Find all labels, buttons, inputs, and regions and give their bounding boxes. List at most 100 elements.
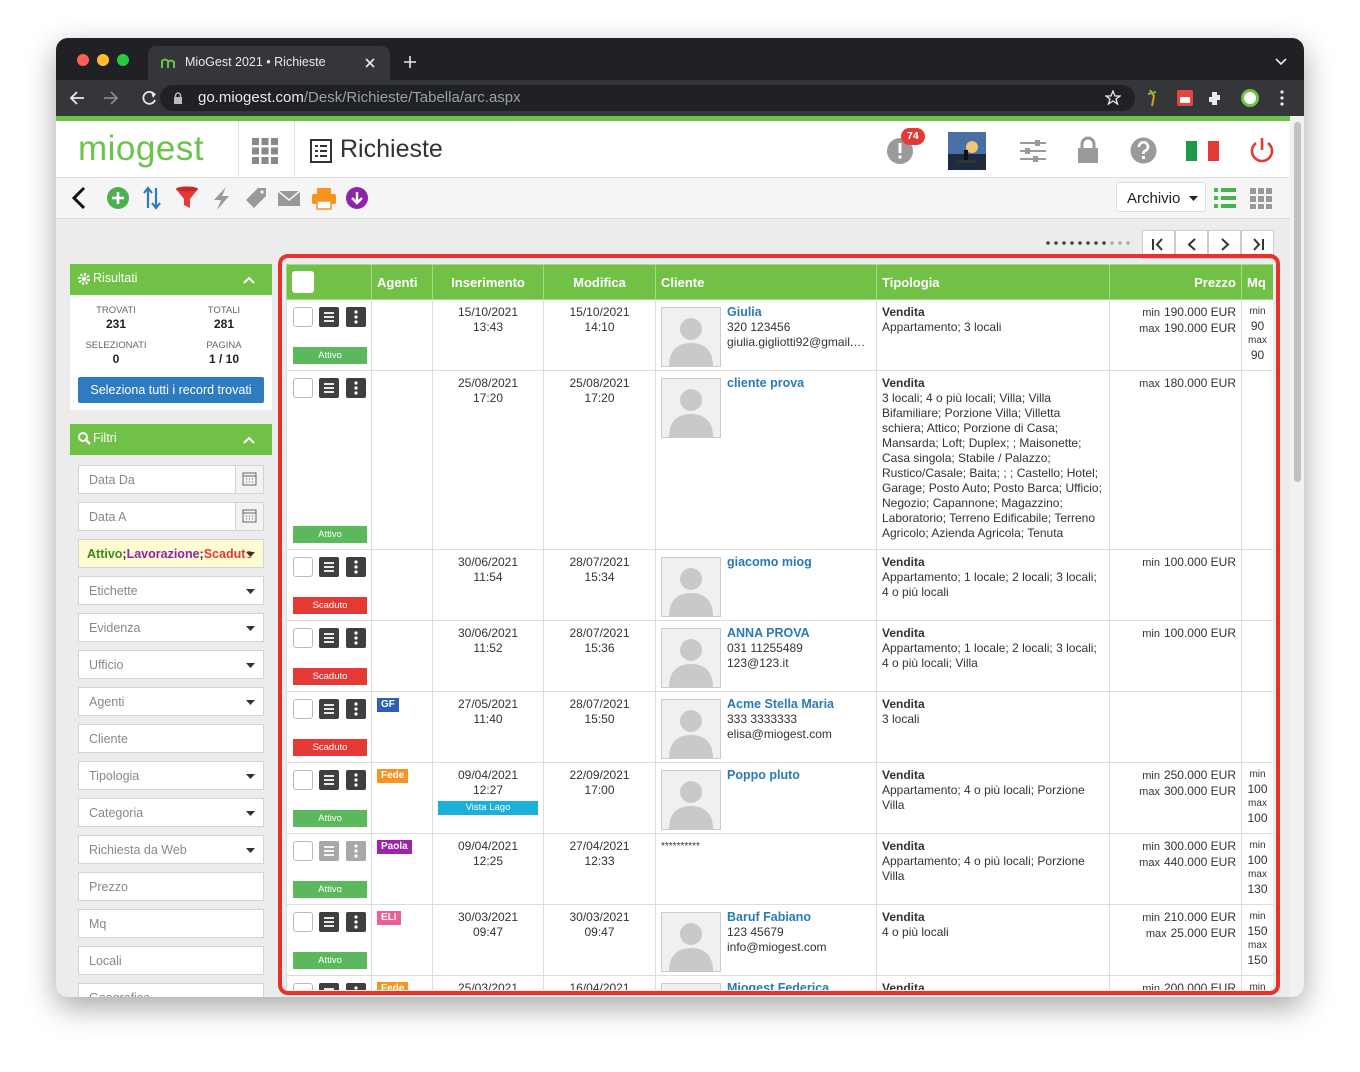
time: 11:52 [473, 641, 503, 655]
details-button[interactable] [319, 307, 339, 327]
collapse-icon [243, 276, 255, 284]
logo[interactable]: miogest [78, 129, 205, 168]
details-button[interactable] [319, 699, 339, 719]
filter-field[interactable]: Cliente [78, 724, 264, 753]
user-avatar[interactable] [948, 132, 986, 170]
menu-button[interactable] [346, 912, 366, 932]
scroll-thumb[interactable] [1294, 122, 1301, 482]
client-photo [661, 770, 721, 830]
url-field[interactable]: go.miogest.com/Desk/Richieste/Tabella/ar… [160, 85, 1135, 111]
logout-icon[interactable] [1249, 137, 1275, 163]
apps-icon[interactable] [252, 138, 278, 164]
details-button-svg [324, 562, 334, 572]
select-all-checkbox[interactable] [292, 271, 314, 293]
price-line: min 190.000 EUR [1115, 305, 1236, 321]
client-photo [661, 912, 721, 972]
filter-field[interactable]: Tipologia [78, 761, 264, 790]
row-checkbox[interactable] [293, 307, 313, 327]
filter-field[interactable]: Data Da [78, 465, 264, 494]
details-button[interactable] [319, 770, 339, 790]
filter-field[interactable]: Evidenza [78, 613, 264, 642]
row-checkbox[interactable] [293, 699, 313, 719]
mq-cell [1241, 370, 1273, 550]
client-name[interactable]: Giulia [727, 305, 762, 319]
menu-button[interactable] [346, 557, 366, 577]
filter-field[interactable]: Mq [78, 909, 264, 938]
caret-svg [246, 589, 255, 594]
row-checkbox[interactable] [293, 841, 313, 861]
filter-field[interactable]: Categoria [78, 798, 264, 827]
row-checkbox[interactable] [293, 378, 313, 398]
extensions[interactable] [1144, 88, 1294, 108]
mq-value: 100 [1247, 811, 1268, 825]
filter-field[interactable]: Geografica [78, 983, 264, 997]
lock-button[interactable] [1077, 136, 1099, 164]
tab-close[interactable] [364, 57, 376, 69]
select-all-button[interactable]: Seleziona tutti i record trovati [78, 377, 264, 403]
filter-field[interactable]: Agenti [78, 687, 264, 716]
client-name[interactable]: Baruf Fabiano [727, 910, 812, 924]
details-button-svg [324, 383, 334, 393]
caret [246, 700, 255, 705]
details-button[interactable] [319, 841, 339, 861]
tab[interactable]: MioGest 2021 • Richieste [148, 46, 390, 80]
menu-button[interactable] [346, 699, 366, 719]
menu-button[interactable] [346, 378, 366, 398]
client-name[interactable]: Acme Stella Maria [727, 697, 834, 711]
filter-field[interactable]: Data A [78, 502, 264, 531]
row-checkbox[interactable] [293, 770, 313, 790]
row-checkbox[interactable] [293, 983, 313, 990]
filter-field[interactable]: Prezzo [78, 872, 264, 901]
price-value: 300.000 EUR [1163, 839, 1236, 853]
actions-cell: Scaduto [286, 691, 372, 763]
help-icon[interactable] [1130, 137, 1157, 164]
client-name[interactable]: giacomo miog [727, 555, 812, 569]
filter-field[interactable]: Locali [78, 946, 264, 975]
requests-table: Agenti Inserimento Modifica Cliente Tipologi… [286, 264, 1273, 990]
filter-field[interactable]: Etichette [78, 576, 264, 605]
bookmark-star[interactable] [1105, 90, 1121, 106]
row-checkbox[interactable] [293, 557, 313, 577]
new-tab[interactable] [403, 55, 417, 69]
type-cell: Vendita 3 locali [876, 691, 1110, 763]
details-button[interactable] [319, 628, 339, 648]
client-name[interactable]: Poppo pluto [727, 768, 800, 782]
toolbar-actions[interactable] [66, 184, 386, 212]
nav-buttons[interactable] [68, 89, 168, 107]
filters-header[interactable]: Filtri [70, 424, 272, 455]
client-name[interactable]: Miogest Federica [727, 981, 830, 990]
filter-field[interactable]: Ufficio [78, 650, 264, 679]
details-button[interactable] [319, 912, 339, 932]
filter-field[interactable]: Attivo;Lavorazione;Scaduto [78, 539, 264, 568]
window-controls [77, 54, 129, 66]
details-button[interactable] [319, 378, 339, 398]
column-header: Prezzo [1109, 264, 1242, 300]
client-cell: giacomo miog [655, 549, 877, 621]
price-bound: min [1142, 983, 1160, 990]
row-checkbox[interactable] [293, 912, 313, 932]
results-header[interactable]: Risultati [70, 264, 272, 295]
scrollbar[interactable] [1290, 116, 1304, 997]
menu-button[interactable] [346, 841, 366, 861]
client-photo-svg [661, 983, 721, 990]
tab-menu[interactable] [1275, 58, 1287, 66]
menu-button[interactable] [346, 628, 366, 648]
row-checkbox[interactable] [293, 628, 313, 648]
menu-button[interactable] [346, 307, 366, 327]
details-button[interactable] [319, 983, 339, 990]
language-flag[interactable] [1186, 141, 1219, 161]
details-button[interactable] [319, 557, 339, 577]
menu-button[interactable] [346, 983, 366, 990]
archive-select[interactable]: Archivio [1116, 182, 1206, 212]
menu-button[interactable] [346, 770, 366, 790]
header-row: Agenti Inserimento Modifica Cliente Tipologi… [286, 264, 1273, 300]
filter-field[interactable]: Richiesta da Web [78, 835, 264, 864]
client-name[interactable]: ANNA PROVA [727, 626, 810, 640]
settings-icon[interactable] [1019, 139, 1047, 163]
pagination[interactable] [1142, 230, 1274, 259]
time: 11:54 [473, 570, 503, 584]
menu-button-svg [354, 310, 358, 324]
price-value: 190.000 EUR [1163, 321, 1236, 335]
client-name[interactable]: cliente prova [727, 376, 805, 390]
view-toggle[interactable] [1214, 187, 1274, 209]
